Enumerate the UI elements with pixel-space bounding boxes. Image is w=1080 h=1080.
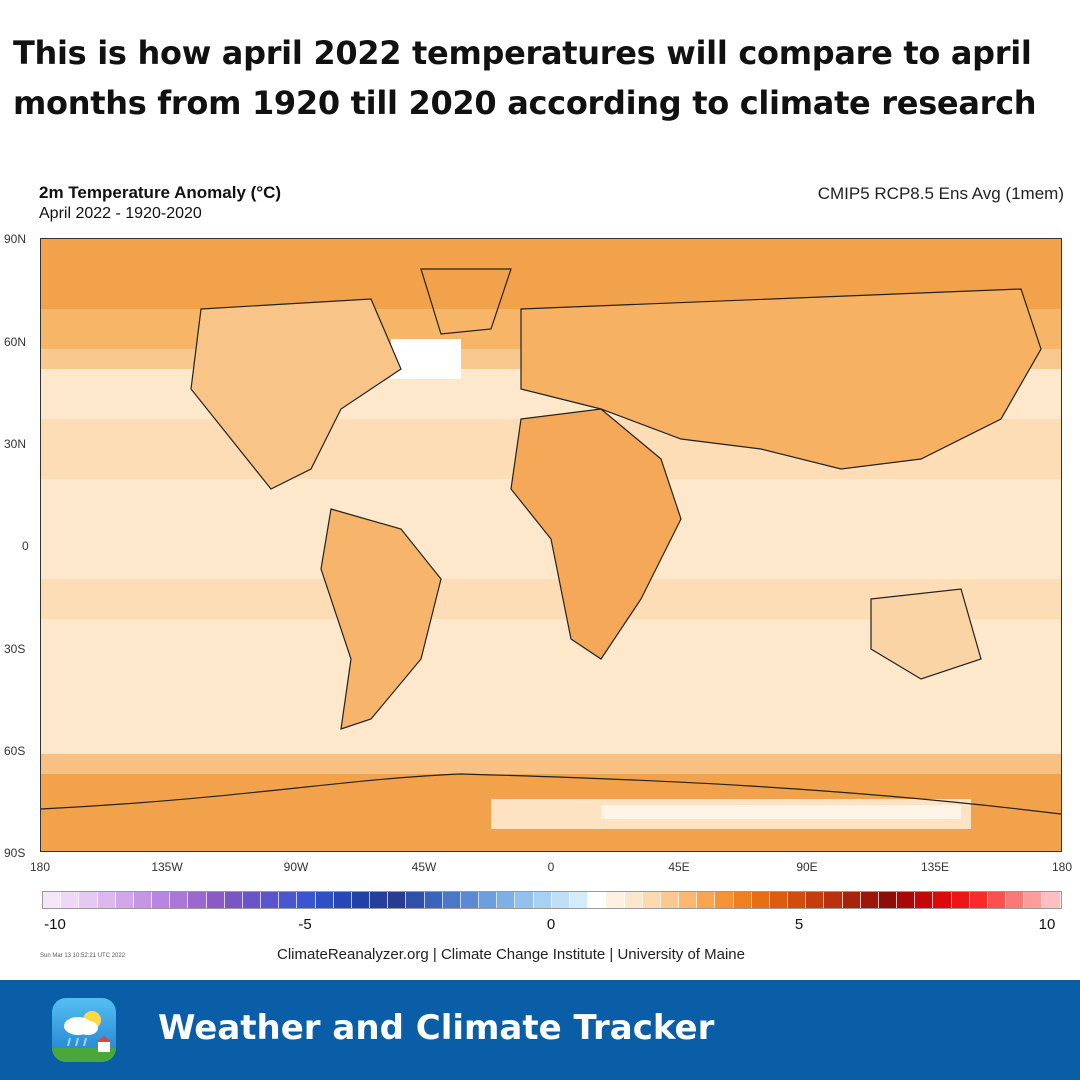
lon-label-180w: 180 — [29, 860, 51, 874]
coastlines — [41, 268, 1061, 815]
lon-label-45e: 45E — [668, 860, 690, 874]
timestamp: Sun Mar 13 10:52:21 UTC 2022 — [40, 953, 126, 959]
colorbar-cell — [188, 892, 207, 908]
colorbar-cell — [842, 892, 861, 908]
colorbar-cell — [388, 892, 407, 908]
colorbar-cell — [406, 892, 425, 908]
colorbar-tick-neg5: -5 — [298, 916, 312, 933]
colorbar-cell — [133, 892, 153, 908]
lat-label-equator: 0 — [22, 539, 29, 553]
colorbar-cell — [551, 892, 570, 908]
south-america — [321, 509, 441, 729]
anomaly-colorbar — [42, 891, 1062, 909]
lon-label-45w: 45W — [411, 860, 437, 874]
colorbar-tick-10: 10 — [1038, 916, 1056, 933]
map-model-label: CMIP5 RCP8.5 Ens Avg (1mem) — [817, 184, 1064, 203]
colorbar-cell — [715, 892, 734, 908]
colorbar-cell — [569, 892, 589, 908]
colorbar-cell — [588, 892, 607, 908]
colorbar-cell — [679, 892, 698, 908]
colorbar-cell — [878, 892, 898, 908]
colorbar-cell — [897, 892, 916, 908]
anomaly-map-svg — [41, 239, 1061, 851]
colorbar-cell — [915, 892, 934, 908]
colorbar-cell — [606, 892, 625, 908]
colorbar-cell — [242, 892, 262, 908]
weather-app-icon — [52, 998, 116, 1062]
lon-label-135w: 135W — [151, 860, 183, 874]
colorbar-cell — [697, 892, 716, 908]
anomaly-map — [40, 238, 1062, 852]
colorbar-cell — [515, 892, 534, 908]
lat-label-90s: 90S — [4, 846, 26, 860]
colorbar-cell — [97, 892, 116, 908]
colorbar-cell — [279, 892, 298, 908]
colorbar-cell — [460, 892, 480, 908]
footer-title: Weather and Climate Tracker — [158, 1008, 715, 1048]
colorbar-cell — [788, 892, 807, 908]
colorbar-cell — [424, 892, 443, 908]
colorbar-cell — [152, 892, 171, 908]
colorbar-cell — [769, 892, 789, 908]
colorbar-cell — [969, 892, 988, 908]
colorbar-cell — [1006, 892, 1025, 908]
headline: This is how april 2022 temperatures will… — [13, 34, 1037, 122]
colorbar-tick-0: 0 — [546, 916, 556, 933]
colorbar-cell — [115, 892, 134, 908]
colorbar-cell — [261, 892, 280, 908]
colorbar-cell — [533, 892, 552, 908]
colorbar-cell — [333, 892, 352, 908]
lon-label-135e: 135E — [920, 860, 950, 874]
colorbar-cell — [642, 892, 661, 908]
lat-label-30s: 30S — [4, 642, 26, 656]
lat-label-60s: 60S — [4, 744, 26, 758]
colorbar-cell — [43, 892, 62, 908]
colorbar-cell — [315, 892, 334, 908]
colorbar-tick-5: 5 — [794, 916, 804, 933]
colorbar-tick-neg10: -10 — [44, 916, 66, 933]
colorbar-cell — [479, 892, 498, 908]
lat-label-60n: 60N — [4, 335, 27, 349]
colorbar-cell — [660, 892, 680, 908]
colorbar-cell — [61, 892, 80, 908]
lon-label-90e: 90E — [796, 860, 818, 874]
colorbar-cell — [79, 892, 98, 908]
colorbar-cell — [824, 892, 843, 908]
colorbar-cell — [951, 892, 970, 908]
eurasia — [521, 289, 1041, 469]
north-atlantic-patch — [391, 339, 461, 379]
colorbar-cell — [351, 892, 371, 908]
lon-label-0: 0 — [547, 860, 555, 874]
map-title: 2m Temperature Anomaly (°C) — [39, 183, 282, 202]
footer-bar — [0, 980, 1080, 1080]
africa — [511, 409, 681, 659]
colorbar-cell — [170, 892, 189, 908]
australia — [871, 589, 981, 679]
colorbar-cell — [987, 892, 1007, 908]
north-america — [191, 299, 401, 489]
lat-label-30n: 30N — [4, 437, 27, 451]
colorbar-cell — [933, 892, 952, 908]
colorbar-cell — [442, 892, 461, 908]
colorbar-cell — [297, 892, 316, 908]
colorbar-cell — [860, 892, 879, 908]
credit-line: ClimateReanalyzer.org | Climate Change I… — [277, 946, 745, 963]
lon-label-180e: 180 — [1051, 860, 1073, 874]
colorbar-cell — [806, 892, 825, 908]
colorbar-cell — [224, 892, 243, 908]
lat-label-90n: 90N — [4, 232, 27, 246]
colorbar-cell — [751, 892, 770, 908]
colorbar-cell — [370, 892, 389, 908]
colorbar-cell — [1024, 892, 1043, 908]
colorbar-cell — [497, 892, 516, 908]
colorbar-cell — [1042, 892, 1061, 908]
map-subtitle: April 2022 - 1920-2020 — [39, 205, 202, 222]
colorbar-cell — [206, 892, 225, 908]
colorbar-cell — [624, 892, 643, 908]
colorbar-cell — [733, 892, 752, 908]
lon-label-90w: 90W — [283, 860, 309, 874]
